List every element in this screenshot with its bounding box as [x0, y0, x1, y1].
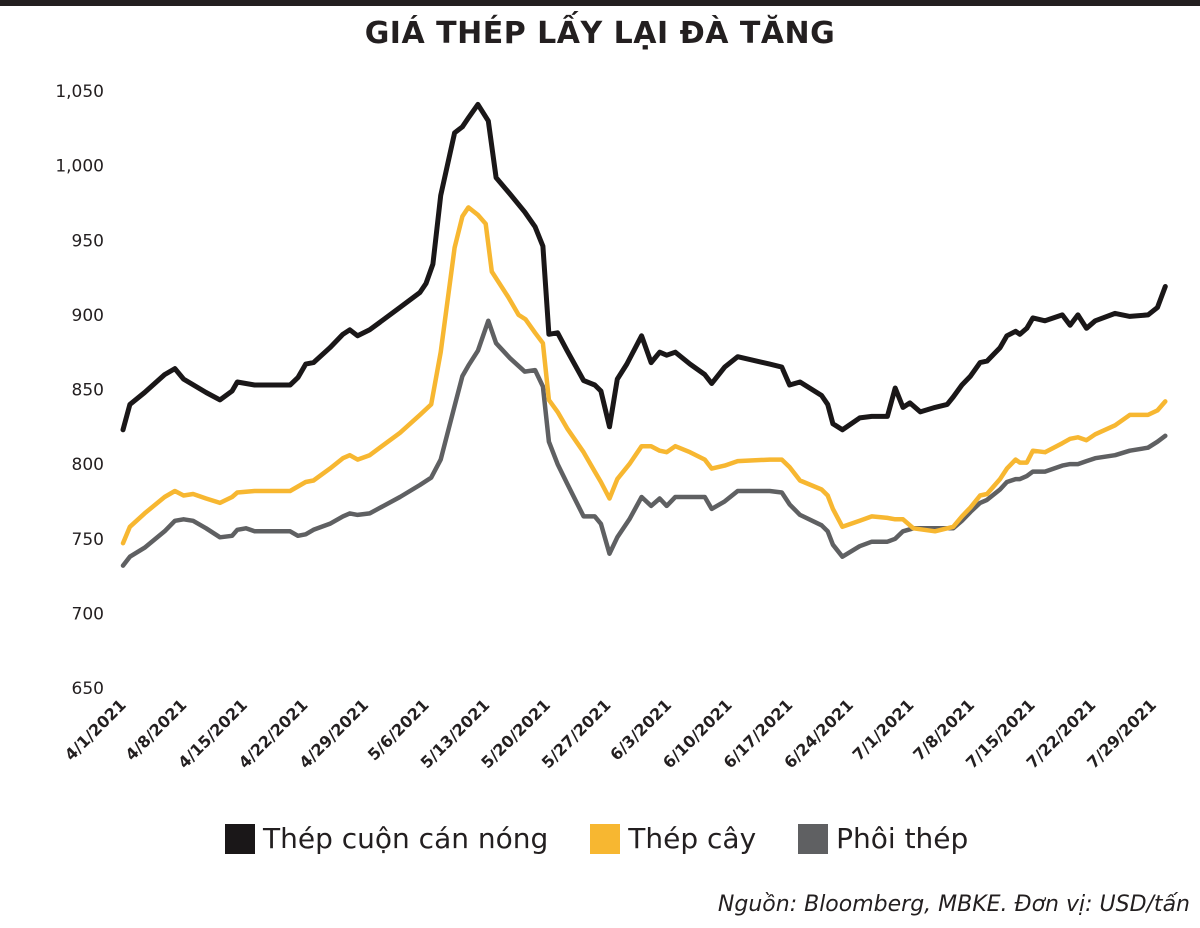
y-tick-label: 1,050 [55, 82, 104, 102]
legend-item-rebar: Thép cây [590, 822, 756, 855]
legend-item-billet: Phôi thép [798, 822, 968, 855]
y-tick-label: 950 [72, 231, 104, 251]
y-tick-label: 650 [72, 679, 104, 699]
legend-label: Thép cây [628, 822, 757, 855]
y-tick-label: 850 [72, 381, 104, 401]
legend-item-hot-rolled-coil: Thép cuộn cán nóng [225, 822, 548, 855]
legend-label: Phôi thép [836, 822, 969, 855]
y-axis: 650 700 750 800 850 900 950 1,000 1,050 [55, 82, 104, 699]
legend-swatch [590, 823, 621, 854]
chart-title: GIÁ THÉP LẤY LẠI ĐÀ TĂNG [364, 16, 836, 51]
y-tick-label: 700 [72, 604, 104, 624]
y-tick-label: 900 [72, 306, 104, 326]
top-rule [0, 0, 1200, 6]
y-tick-label: 800 [72, 455, 104, 475]
legend: Thép cuộn cán nóng Thép cây Phôi thép [225, 822, 1010, 855]
series-line-hot-rolled-coil [120, 101, 1168, 433]
series-line-billet [120, 318, 1168, 568]
x-tick-label: 7/1/2021 [849, 695, 918, 764]
y-tick-label: 750 [72, 530, 104, 550]
source-note: Nguồn: Bloomberg, MBKE. Đơn vị: USD/tấn [717, 892, 1190, 917]
legend-swatch [225, 823, 255, 854]
x-tick-label: 4/1/2021 [61, 695, 130, 764]
x-axis: 4/1/20214/8/20214/15/20214/22/20214/29/2… [61, 695, 1160, 772]
legend-swatch [798, 823, 829, 854]
legend-label: Thép cuộn cán nóng [263, 822, 549, 855]
y-tick-label: 1,000 [55, 157, 104, 177]
plot-area [120, 101, 1168, 568]
line-chart: 650 700 750 800 850 900 950 1,000 1,050 4/1/2021… [55, 82, 1168, 772]
series-line-rebar [120, 205, 1168, 546]
